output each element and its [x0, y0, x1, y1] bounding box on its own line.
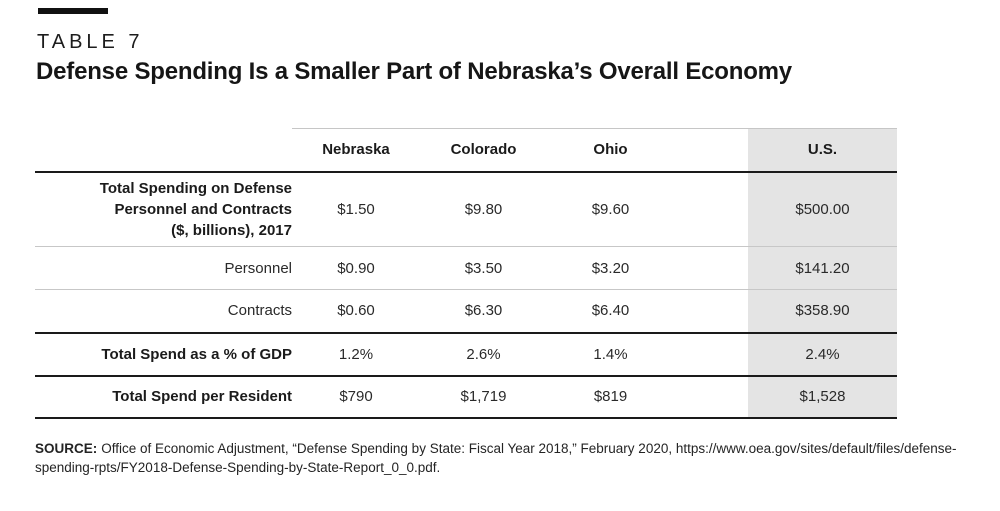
cell-ohio: $3.20 [547, 246, 674, 290]
cell-nebraska: $790 [292, 375, 420, 419]
cell-ohio: $9.60 [547, 171, 674, 247]
row-label: Total Spend per Resident [35, 375, 292, 419]
source-note: SOURCE: Office of Economic Adjustment, “D… [35, 439, 975, 477]
table-row-personnel: Personnel $0.90 $3.50 $3.20 $141.20 [35, 246, 897, 290]
header-row: Nebraska Colorado Ohio U.S. [35, 128, 897, 173]
cell-colorado: 2.6% [420, 332, 547, 377]
table-row-percent-gdp: Total Spend as a % of GDP 1.2% 2.6% 1.4%… [35, 332, 897, 377]
cell-ohio: 1.4% [547, 332, 674, 377]
cell-nebraska: $0.90 [292, 246, 420, 290]
cell-us: $500.00 [748, 171, 897, 247]
table-title: Defense Spending Is a Smaller Part of Ne… [36, 58, 792, 85]
row-label: Personnel [35, 246, 292, 290]
row-spacer [674, 375, 748, 419]
source-label: SOURCE: [35, 441, 98, 456]
cell-us: 2.4% [748, 332, 897, 377]
cell-ohio: $6.40 [547, 289, 674, 334]
row-label-header-empty [35, 128, 292, 173]
row-spacer [674, 289, 748, 334]
cell-nebraska: $1.50 [292, 171, 420, 247]
table-row-total-spending: Total Spending on Defense Personnel and … [35, 171, 897, 247]
column-header-nebraska: Nebraska [292, 128, 420, 173]
row-label: Contracts [35, 289, 292, 334]
row-spacer [674, 332, 748, 377]
column-header-ohio: Ohio [547, 128, 674, 173]
source-text: Office of Economic Adjustment, “Defense … [35, 441, 957, 475]
cell-us: $1,528 [748, 375, 897, 419]
table-row-contracts: Contracts $0.60 $6.30 $6.40 $358.90 [35, 289, 897, 334]
header-spacer [674, 128, 748, 173]
table-number-label: TABLE 7 [37, 31, 144, 53]
defense-spending-table: Nebraska Colorado Ohio U.S. Total Spendi… [35, 128, 897, 419]
cell-colorado: $6.30 [420, 289, 547, 334]
row-label: Total Spending on Defense Personnel and … [35, 171, 292, 247]
column-header-colorado: Colorado [420, 128, 547, 173]
row-spacer [674, 246, 748, 290]
kicker-accent-bar [38, 8, 108, 14]
row-spacer [674, 171, 748, 247]
table-row-per-resident: Total Spend per Resident $790 $1,719 $81… [35, 375, 897, 419]
cell-colorado: $1,719 [420, 375, 547, 419]
cell-ohio: $819 [547, 375, 674, 419]
column-header-us: U.S. [748, 128, 897, 173]
cell-nebraska: 1.2% [292, 332, 420, 377]
cell-us: $358.90 [748, 289, 897, 334]
row-label: Total Spend as a % of GDP [35, 332, 292, 377]
cell-colorado: $9.80 [420, 171, 547, 247]
cell-nebraska: $0.60 [292, 289, 420, 334]
cell-colorado: $3.50 [420, 246, 547, 290]
cell-us: $141.20 [748, 246, 897, 290]
